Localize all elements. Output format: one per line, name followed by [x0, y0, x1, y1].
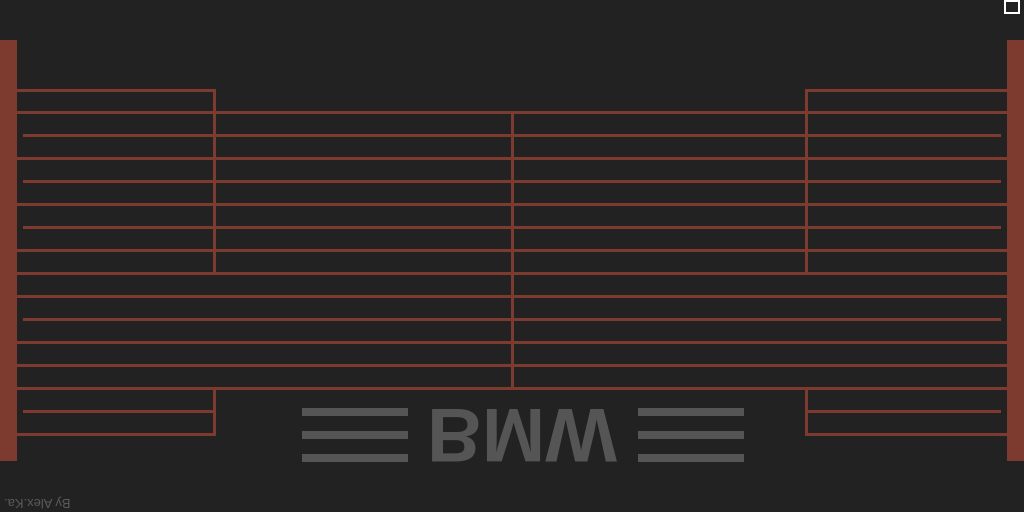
right-post — [1007, 40, 1024, 461]
author-credit: By Alex.Ka. — [4, 496, 71, 511]
logo-line — [638, 408, 744, 416]
vertical-dividers — [213, 89, 808, 436]
logo-lines-left — [302, 408, 408, 466]
side-posts — [0, 40, 1024, 461]
logo-text: BMW — [427, 392, 617, 477]
left-post — [0, 40, 17, 461]
logo-line — [638, 431, 744, 439]
logo-line — [638, 454, 744, 462]
logo-lines-right — [638, 408, 744, 466]
bmw-logo: BMW — [300, 392, 748, 477]
maximize-button[interactable] — [1004, 0, 1020, 14]
logo-line — [302, 454, 408, 462]
logo-line — [302, 431, 408, 439]
logo-line — [302, 408, 408, 416]
